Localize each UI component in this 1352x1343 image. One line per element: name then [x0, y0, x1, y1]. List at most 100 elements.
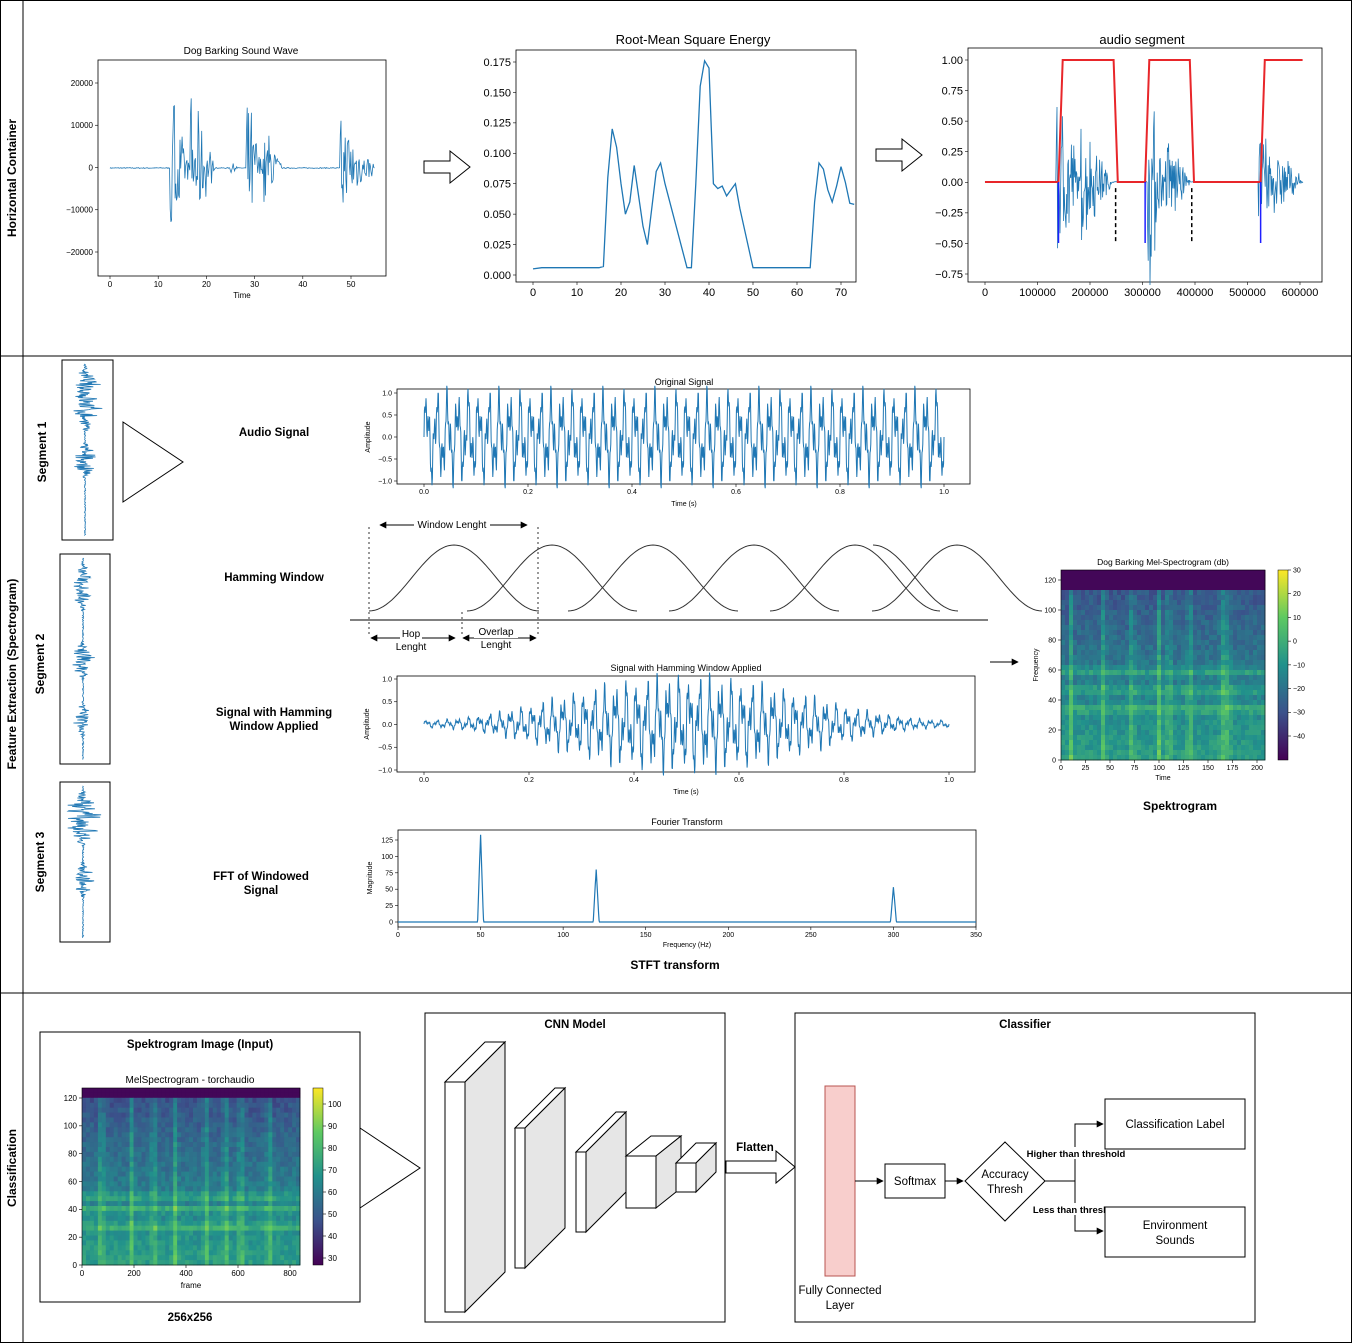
- torch-cell: [196, 1240, 202, 1246]
- mel-cell: [1205, 695, 1210, 701]
- torch-cell: [181, 1186, 186, 1192]
- torch-cell: [244, 1176, 249, 1182]
- mel-cell: [1233, 580, 1238, 586]
- mel-cell: [1181, 625, 1186, 631]
- mel-cell: [1233, 680, 1238, 686]
- torch-cell: [149, 1132, 154, 1138]
- torch-cell: [153, 1191, 158, 1197]
- torch-cell: [204, 1102, 210, 1109]
- torch-cell: [256, 1137, 261, 1143]
- torch-cell: [228, 1166, 234, 1172]
- torch-cell: [220, 1088, 226, 1094]
- torch-cell: [93, 1132, 99, 1138]
- torch-cell: [185, 1230, 190, 1236]
- mel-cell: [1145, 700, 1150, 706]
- torch-cell: [125, 1171, 130, 1177]
- torch-cell: [296, 1215, 301, 1222]
- mel-cell: [1201, 650, 1206, 656]
- torch-cell: [185, 1210, 190, 1217]
- mel-cell: [1081, 600, 1086, 606]
- torch-cell: [105, 1137, 111, 1143]
- torch-cell: [185, 1097, 190, 1104]
- mel-cell: [1121, 630, 1126, 636]
- mel-cell: [1113, 650, 1118, 656]
- mel-cell: [1261, 735, 1266, 741]
- mel-cell: [1181, 585, 1186, 591]
- mel-cell: [1173, 580, 1178, 586]
- mel-cell: [1221, 750, 1226, 756]
- torch-cell: [101, 1156, 107, 1163]
- mel-cell: [1097, 625, 1102, 631]
- torch-cell: [82, 1225, 87, 1231]
- mel-cell: [1121, 645, 1126, 651]
- mel-cell: [1109, 610, 1114, 616]
- torch-cell: [216, 1127, 222, 1133]
- mel-cell: [1157, 740, 1162, 746]
- mel-cell: [1077, 725, 1082, 731]
- mel-cell: [1069, 700, 1074, 706]
- torch-cell: [220, 1225, 226, 1231]
- mel-cell: [1177, 690, 1182, 696]
- torch-cell: [145, 1171, 150, 1177]
- mel-cell: [1213, 665, 1218, 671]
- mel-cell: [1249, 660, 1254, 666]
- torch-cell: [113, 1117, 119, 1123]
- mel-cell: [1153, 705, 1158, 711]
- torch-cell: [224, 1137, 230, 1143]
- torch-cell: [276, 1260, 281, 1266]
- torch-cell: [109, 1112, 115, 1118]
- torch-cell: [109, 1156, 115, 1163]
- windowed-signal-plot: Signal with Hamming Window Applied 0.0 0.…: [364, 663, 976, 796]
- torch-cell: [292, 1097, 297, 1104]
- mel-cell: [1181, 715, 1186, 721]
- mel-cell: [1121, 575, 1126, 581]
- torch-cell: [82, 1117, 87, 1123]
- mel-cell: [1253, 745, 1258, 751]
- environment-sounds-line2: Sounds: [1155, 1235, 1194, 1247]
- mel-cell: [1141, 725, 1146, 731]
- torch-cell: [204, 1245, 210, 1251]
- mel-cell: [1153, 575, 1158, 581]
- torch-cell: [189, 1151, 194, 1158]
- torch-cell: [200, 1235, 206, 1241]
- torch-cell: [105, 1151, 111, 1158]
- mel-cell: [1157, 620, 1162, 626]
- torch-cell: [157, 1102, 162, 1109]
- mel-cell: [1093, 690, 1098, 696]
- mel-cell: [1145, 695, 1150, 701]
- torch-cell: [101, 1122, 107, 1128]
- torch-cell: [208, 1245, 214, 1251]
- torch-cell: [169, 1255, 174, 1261]
- torch-cell: [149, 1186, 154, 1192]
- mel-cell: [1185, 630, 1190, 636]
- softmax-label: Softmax: [894, 1176, 936, 1188]
- torch-cell: [272, 1186, 277, 1192]
- torch-cell: [196, 1201, 202, 1207]
- mel-cell: [1197, 725, 1202, 731]
- torch-cell: [177, 1250, 182, 1256]
- mel-cell: [1153, 595, 1158, 601]
- torch-cell: [169, 1156, 174, 1163]
- mel-cell: [1233, 755, 1238, 761]
- mel-cell: [1229, 665, 1234, 671]
- mel-cell: [1097, 605, 1102, 611]
- torch-cell: [228, 1092, 234, 1099]
- torch-cell: [292, 1250, 297, 1256]
- win-y-tick-label: 1.0: [382, 676, 392, 683]
- torch-cell: [193, 1215, 198, 1222]
- mel-cell: [1065, 675, 1070, 681]
- torch-cell: [284, 1255, 289, 1261]
- torch-cell: [292, 1122, 297, 1128]
- mel-cell: [1197, 685, 1202, 691]
- torch-cell: [256, 1156, 261, 1163]
- torch-cell: [109, 1088, 115, 1094]
- torch-cell: [260, 1245, 265, 1251]
- mel-cell: [1073, 700, 1078, 706]
- torch-cell: [264, 1102, 269, 1109]
- torch-cell: [133, 1117, 138, 1123]
- mel-cell: [1241, 650, 1246, 656]
- mel-cell: [1133, 595, 1138, 601]
- torch-cell: [161, 1220, 166, 1227]
- torch-cell: [113, 1191, 119, 1197]
